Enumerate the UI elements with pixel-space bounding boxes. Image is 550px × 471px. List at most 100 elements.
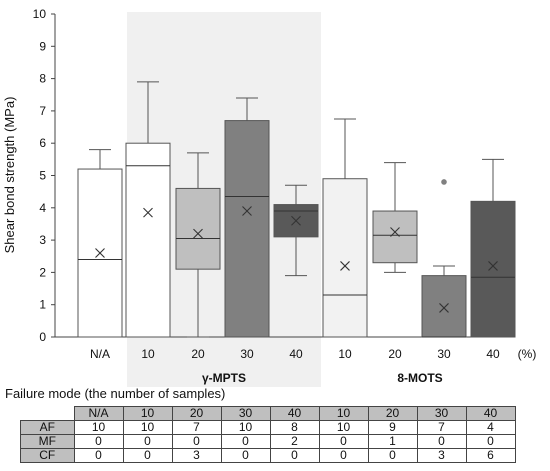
y-tick-label: 6 [39, 136, 46, 150]
table-row: CF 0 0 3 0 0 0 0 3 6 [20, 448, 516, 463]
box-series [77, 81, 516, 338]
box-body [125, 142, 171, 338]
x-tick-label: 10 [141, 347, 155, 361]
y-tick-label: 7 [39, 104, 46, 118]
box-8-MOTS-40 [470, 158, 516, 338]
y-tick-label: 8 [39, 72, 46, 86]
box-body [372, 210, 418, 264]
table-cell: 8 [269, 420, 320, 435]
x-tick-labels: N/A 10 20 30 40 10 20 30 40 (%) γ-MPTS 8-MOTS [90, 347, 536, 385]
x-tick-label: 40 [486, 347, 500, 361]
box-body [470, 200, 516, 338]
table-column-header: 30 [220, 406, 271, 421]
table-cell: 0 [318, 448, 369, 463]
table-cell: 0 [367, 448, 418, 463]
table-cell: 0 [220, 448, 271, 463]
mean-marker [95, 248, 105, 258]
outlier-point [441, 179, 447, 185]
box-γ-MPTS-30 [224, 97, 270, 338]
table-cell: 0 [122, 434, 173, 449]
table-cell: 6 [465, 448, 516, 463]
table-cell: 9 [367, 420, 418, 435]
table-cell: 10 [73, 420, 124, 435]
table-cell: 0 [73, 434, 124, 449]
table-cell: 0 [318, 434, 369, 449]
table-corner-cell [20, 406, 75, 421]
y-tick-label: 2 [39, 265, 46, 279]
table-row-label: AF [20, 420, 75, 435]
table-cell: 0 [122, 448, 173, 463]
table-column-header: 40 [269, 406, 320, 421]
y-tick-label: 3 [39, 233, 46, 247]
table-row-label: CF [20, 448, 75, 463]
table-cell: 3 [171, 448, 222, 463]
mean-marker [291, 215, 301, 226]
x-tick-label: N/A [90, 347, 110, 361]
table-cell: 1 [367, 434, 418, 449]
table-row: MF 0 0 0 0 2 0 1 0 0 [20, 434, 516, 449]
table-cell: 0 [465, 434, 516, 449]
box-N/A [77, 149, 123, 338]
table-cell: 10 [220, 420, 271, 435]
y-tick-label: 9 [39, 39, 46, 53]
box-body [175, 187, 221, 270]
table-column-header: 20 [367, 406, 418, 421]
table-cell: 0 [220, 434, 271, 449]
table-cell: 7 [171, 420, 222, 435]
table-cell: 0 [269, 448, 320, 463]
table-cell: 0 [73, 448, 124, 463]
x-tick-label: 10 [338, 347, 352, 361]
group-label-8-mots: 8-MOTS [397, 371, 442, 385]
mean-marker [340, 261, 350, 271]
failure-mode-header-row: N/A 10 20 30 40 10 20 30 40 [20, 406, 516, 421]
box-8-MOTS-30 [421, 179, 467, 338]
table-column-header: N/A [73, 406, 124, 421]
box-8-MOTS-20 [372, 162, 418, 273]
y-tick-label: 1 [39, 298, 46, 312]
mean-marker [439, 303, 449, 313]
table-row-label: MF [20, 434, 75, 449]
table-column-header: 30 [416, 406, 467, 421]
y-tick-label: 10 [33, 7, 47, 21]
failure-mode-body: AF 10 10 7 10 8 10 9 7 4 MF 0 0 0 0 2 0 1 0 0 CF 0 0 3 0 0 0 0 3 6 [20, 420, 516, 463]
table-row: AF 10 10 7 10 8 10 9 7 4 [20, 420, 516, 435]
failure-mode-table: N/A 10 20 30 40 10 20 30 40 AF 10 10 7 10 8 10 9 7 4 MF 0 0 0… [20, 406, 516, 463]
box-γ-MPTS-20 [175, 152, 221, 338]
box-γ-MPTS-10 [125, 81, 171, 338]
y-axis-label: Shear bond strength (MPa) [2, 97, 17, 254]
table-column-header: 10 [122, 406, 173, 421]
box-γ-MPTS-40 [273, 184, 319, 277]
group-label-gamma-mpts: γ-MPTS [202, 371, 246, 385]
table-column-header: 20 [171, 406, 222, 421]
x-tick-label: 20 [191, 347, 205, 361]
box-8-MOTS-10 [322, 118, 368, 338]
box-plot-chart: 0 1 2 3 4 5 6 7 8 9 10 N/A 10 20 30 40 10 20 30 40 (%) γ-MPT… [2, 7, 536, 387]
box-body [322, 178, 368, 338]
mean-marker [143, 207, 153, 218]
mean-marker [242, 206, 252, 216]
box-body [421, 275, 467, 338]
x-tick-label: 30 [437, 347, 451, 361]
table-cell: 10 [318, 420, 369, 435]
y-tick-label: 0 [39, 330, 46, 344]
x-unit-label: (%) [518, 347, 537, 361]
table-column-header: 10 [318, 406, 369, 421]
table-cell: 2 [269, 434, 320, 449]
table-cell: 0 [416, 434, 467, 449]
mean-marker [390, 227, 400, 237]
x-tick-label: 40 [289, 347, 303, 361]
box-body [224, 120, 270, 338]
table-cell: 4 [465, 420, 516, 435]
table-cell: 7 [416, 420, 467, 435]
table-cell: 10 [122, 420, 173, 435]
table-cell: 3 [416, 448, 467, 463]
table-column-header: 40 [465, 406, 516, 421]
table-cell: 0 [171, 434, 222, 449]
mean-marker [193, 228, 203, 239]
mean-marker [488, 261, 498, 271]
y-tick-label: 5 [39, 169, 46, 183]
y-tick-label: 4 [39, 201, 46, 215]
failure-mode-title: Failure mode (the number of samples) [5, 386, 226, 401]
x-tick-label: 30 [240, 347, 254, 361]
x-tick-label: 20 [388, 347, 402, 361]
